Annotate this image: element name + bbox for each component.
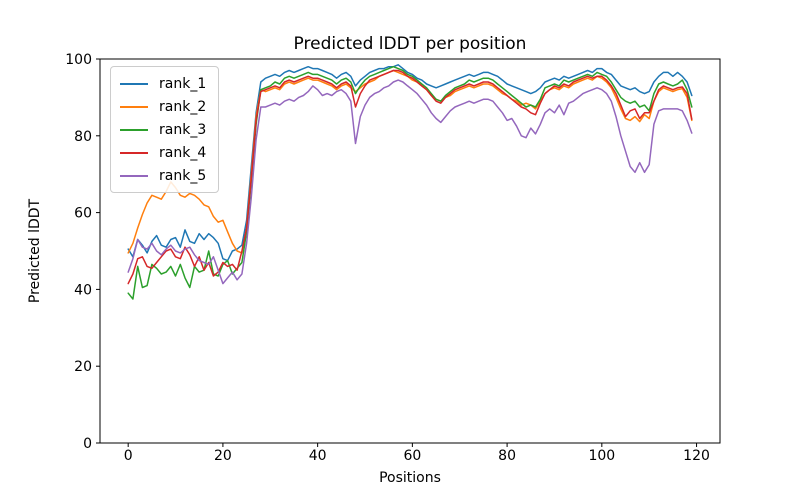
legend-line-rank_4 <box>120 151 148 154</box>
y-tick-label: 0 <box>83 436 92 452</box>
legend-item-rank_3: rank_3 <box>120 118 206 141</box>
legend-label: rank_2 <box>159 98 207 115</box>
legend-line-rank_1 <box>120 82 148 85</box>
y-tick-label: 100 <box>65 52 92 68</box>
x-tick-label: 0 <box>124 448 133 464</box>
legend-item-rank_2: rank_2 <box>120 95 206 118</box>
x-axis-label: Positions <box>379 470 441 486</box>
legend-item-rank_1: rank_1 <box>120 72 206 95</box>
legend-label: rank_5 <box>159 167 207 184</box>
y-tick-label: 40 <box>74 282 92 298</box>
x-tick-label: 20 <box>214 448 232 464</box>
series-line-rank_1 <box>127 64 693 262</box>
x-tick-label: 120 <box>683 448 710 464</box>
series-line-rank_4 <box>127 69 693 285</box>
legend-line-rank_5 <box>120 174 148 177</box>
legend-item-rank_4: rank_4 <box>120 141 206 164</box>
x-tick-label: 40 <box>309 448 327 464</box>
y-tick-label: 60 <box>74 206 92 222</box>
series-line-rank_3 <box>127 65 693 300</box>
legend-line-rank_2 <box>120 105 148 108</box>
chart-title: Predicted lDDT per position <box>293 34 527 54</box>
series-line-rank_5 <box>127 79 693 285</box>
x-tick-label: 60 <box>403 448 421 464</box>
x-tick-label: 80 <box>498 448 516 464</box>
y-axis-label: Predicted lDDT <box>27 198 43 304</box>
plot-frame <box>99 58 721 444</box>
legend-label: rank_4 <box>159 144 207 161</box>
legend-line-rank_3 <box>120 128 148 131</box>
legend-label: rank_3 <box>159 121 207 138</box>
legend: rank_1 rank_2 rank_3 rank_4 rank_5 <box>110 66 220 193</box>
y-tick-label: 80 <box>74 129 92 145</box>
legend-label: rank_1 <box>159 75 207 92</box>
legend-item-rank_5: rank_5 <box>120 164 206 187</box>
y-tick-label: 20 <box>74 359 92 375</box>
x-tick-label: 100 <box>588 448 615 464</box>
